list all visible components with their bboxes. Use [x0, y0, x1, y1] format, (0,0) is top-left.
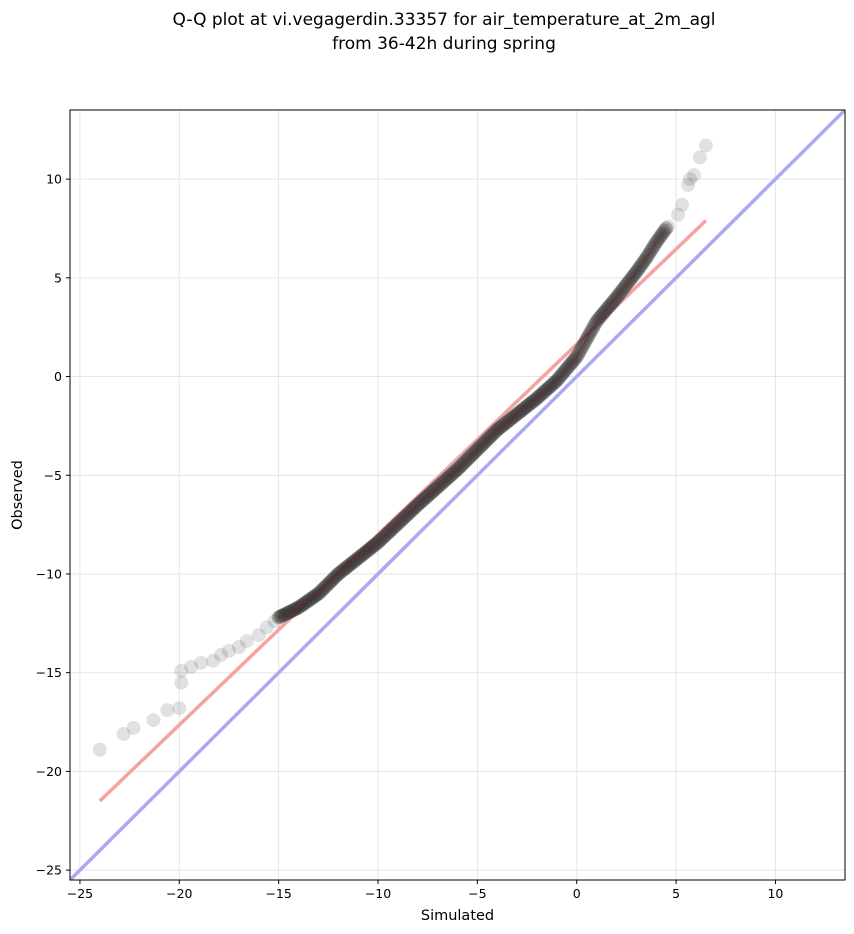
qq-point [681, 178, 696, 193]
qq-point [126, 720, 141, 735]
x-tick-label: 5 [672, 886, 680, 901]
qq-point [172, 701, 187, 716]
qq-point [206, 653, 221, 668]
y-tick-label: 10 [46, 172, 62, 187]
qq-point [267, 614, 282, 629]
y-tick-label: −25 [36, 863, 62, 878]
qq-point [675, 197, 690, 212]
x-tick-label: −25 [67, 886, 93, 901]
qq-point [92, 742, 107, 757]
y-tick-label: −15 [36, 665, 62, 680]
qq-point [146, 713, 161, 728]
plot-data-layer [70, 110, 845, 880]
qq-point [671, 207, 686, 222]
y-tick-label: −20 [36, 764, 62, 779]
qq-point [214, 647, 229, 662]
qq-point [174, 663, 189, 678]
qq-point [692, 150, 707, 165]
x-tick-label: 0 [573, 886, 581, 901]
y-tick-label: 0 [54, 369, 62, 384]
chart-title-line-2: from 36-42h during spring [332, 34, 556, 54]
grid [70, 110, 845, 880]
plot-frame [69, 109, 846, 881]
qq-point [160, 703, 175, 718]
qq-point [194, 655, 209, 670]
y-tick-label: −10 [36, 566, 62, 581]
y-tick-label: −5 [44, 468, 62, 483]
qq-point [259, 620, 274, 635]
x-tick-label: −15 [265, 886, 291, 901]
identity-line [70, 110, 845, 880]
qq-point [239, 634, 254, 649]
y-axis-label: Observed [10, 460, 26, 530]
x-tick-label: −5 [468, 886, 486, 901]
qq-point [683, 172, 697, 187]
qq-point [661, 219, 676, 234]
chart-title-line-1: Q-Q plot at vi.vegagerdin.33357 for air_… [172, 10, 715, 30]
fit-line-core [278, 228, 667, 618]
qq-point [698, 138, 713, 153]
y-tick-label: 5 [54, 270, 62, 285]
fit-line [98, 219, 708, 803]
qq-point [184, 659, 199, 674]
qq-point [221, 643, 236, 658]
qq-point [231, 640, 246, 655]
qq-point [174, 675, 189, 690]
qq-point [251, 628, 266, 643]
axis-ticks: −25 −20 −15 −10 −5 0 5 10 −25 −20 −15 −10 −5 0 5 10 [36, 172, 784, 901]
qq-point [686, 168, 701, 183]
x-tick-label: −20 [166, 886, 192, 901]
qq-point [116, 726, 131, 741]
x-tick-label: −10 [365, 886, 391, 901]
x-axis-label: Simulated [421, 908, 494, 924]
x-tick-label: 10 [767, 886, 783, 901]
